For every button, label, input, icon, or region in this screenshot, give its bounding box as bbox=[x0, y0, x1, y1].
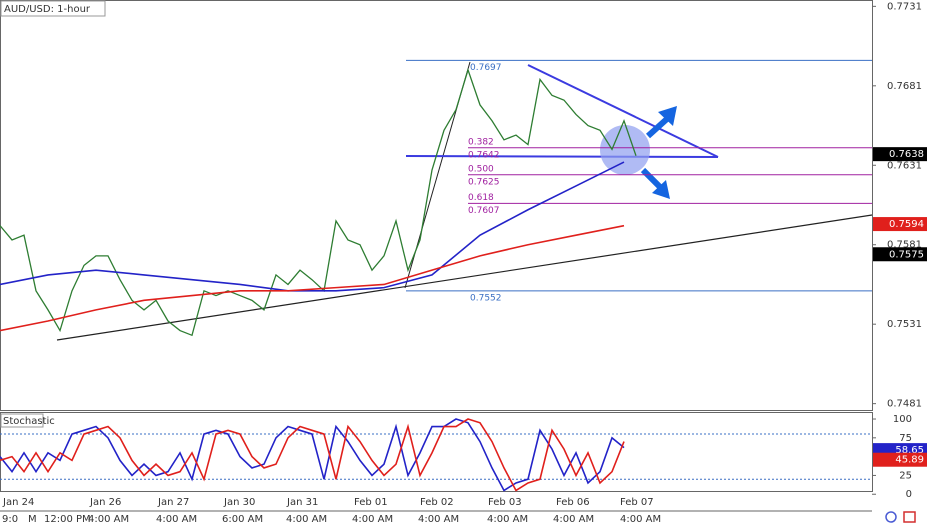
price-marker-label: 0.7638 bbox=[889, 149, 924, 160]
breakout-circle bbox=[600, 125, 650, 175]
series-line bbox=[0, 418, 625, 492]
price-marker bbox=[873, 217, 927, 232]
price-marker-label: 0.7575 bbox=[889, 249, 924, 260]
title-box bbox=[0, 0, 106, 17]
time-label: 4:00 AM bbox=[88, 514, 129, 525]
time-label: 4:00 AM bbox=[286, 514, 327, 525]
stoch-title-box bbox=[0, 413, 44, 428]
stoch-frame bbox=[0, 412, 873, 492]
price-frame bbox=[0, 0, 873, 411]
date-label: Feb 03 bbox=[488, 497, 522, 508]
fib-ratio: 0.382 bbox=[468, 137, 494, 147]
y-tick-label: 0 bbox=[906, 489, 912, 500]
price-marker-label: 45.89 bbox=[895, 455, 924, 466]
time-label: 4:00 AM bbox=[418, 514, 459, 525]
fib-ratio: 0.500 bbox=[468, 164, 494, 174]
date-label: Feb 07 bbox=[620, 497, 654, 508]
fib-price: 0.7625 bbox=[468, 177, 500, 187]
trend-line bbox=[56, 214, 873, 341]
time-label: 9:0 bbox=[2, 514, 18, 525]
y-tick-label: 0.7681 bbox=[887, 81, 922, 92]
series-line bbox=[0, 67, 637, 337]
triangle-top bbox=[527, 64, 719, 158]
footer-icons[interactable] bbox=[885, 511, 916, 523]
fib-price: 0.7607 bbox=[468, 206, 500, 216]
date-label: Feb 06 bbox=[556, 497, 590, 508]
date-label: Feb 02 bbox=[420, 497, 454, 508]
time-label: 12:00 PM bbox=[44, 514, 91, 525]
chart-title: AUD/USD: 1-hour bbox=[4, 4, 91, 15]
level-label: 0.7552 bbox=[470, 293, 502, 303]
time-label: 4:00 AM bbox=[156, 514, 197, 525]
y-tick-label: 0.7581 bbox=[887, 240, 922, 251]
date-label: Jan 27 bbox=[157, 497, 189, 508]
date-label: Jan 26 bbox=[89, 497, 121, 508]
price-marker bbox=[873, 147, 927, 162]
time-label: 6:00 AM bbox=[222, 514, 263, 525]
date-label: Jan 30 bbox=[223, 497, 255, 508]
date-label: Feb 01 bbox=[354, 497, 388, 508]
y-tick-label: 0.7481 bbox=[887, 399, 922, 410]
date-label: Jan 24 bbox=[2, 497, 34, 508]
stoch-title: Stochastic bbox=[3, 416, 55, 427]
y-tick-label: 75 bbox=[899, 433, 912, 444]
level-label: 0.7697 bbox=[470, 63, 502, 73]
time-label: 4:00 AM bbox=[352, 514, 393, 525]
time-label: 4:00 AM bbox=[553, 514, 594, 525]
y-tick-label: 0.7531 bbox=[887, 319, 922, 330]
price-marker-label: 0.7594 bbox=[889, 219, 924, 230]
time-label: 4:00 AM bbox=[487, 514, 528, 525]
y-tick-label: 25 bbox=[899, 470, 912, 481]
price-marker bbox=[873, 247, 927, 262]
series-line bbox=[0, 224, 625, 332]
y-tick-label: 0.7631 bbox=[887, 160, 922, 171]
arrow-down bbox=[640, 167, 670, 199]
triangle-base bbox=[405, 155, 719, 158]
series-line bbox=[0, 418, 625, 492]
date-label: Jan 31 bbox=[286, 497, 318, 508]
series-line bbox=[0, 161, 625, 292]
price-marker bbox=[873, 452, 927, 467]
arrow-up bbox=[645, 106, 677, 139]
fib-ratio: 0.618 bbox=[468, 193, 494, 203]
fib-price: 0.7642 bbox=[468, 150, 500, 160]
price-marker-label: 58.65 bbox=[895, 445, 924, 456]
time-label: 4:00 AM bbox=[620, 514, 661, 525]
y-tick-label: 100 bbox=[893, 414, 912, 425]
y-tick-label: 0.7731 bbox=[887, 1, 922, 12]
time-label: M bbox=[28, 514, 37, 525]
